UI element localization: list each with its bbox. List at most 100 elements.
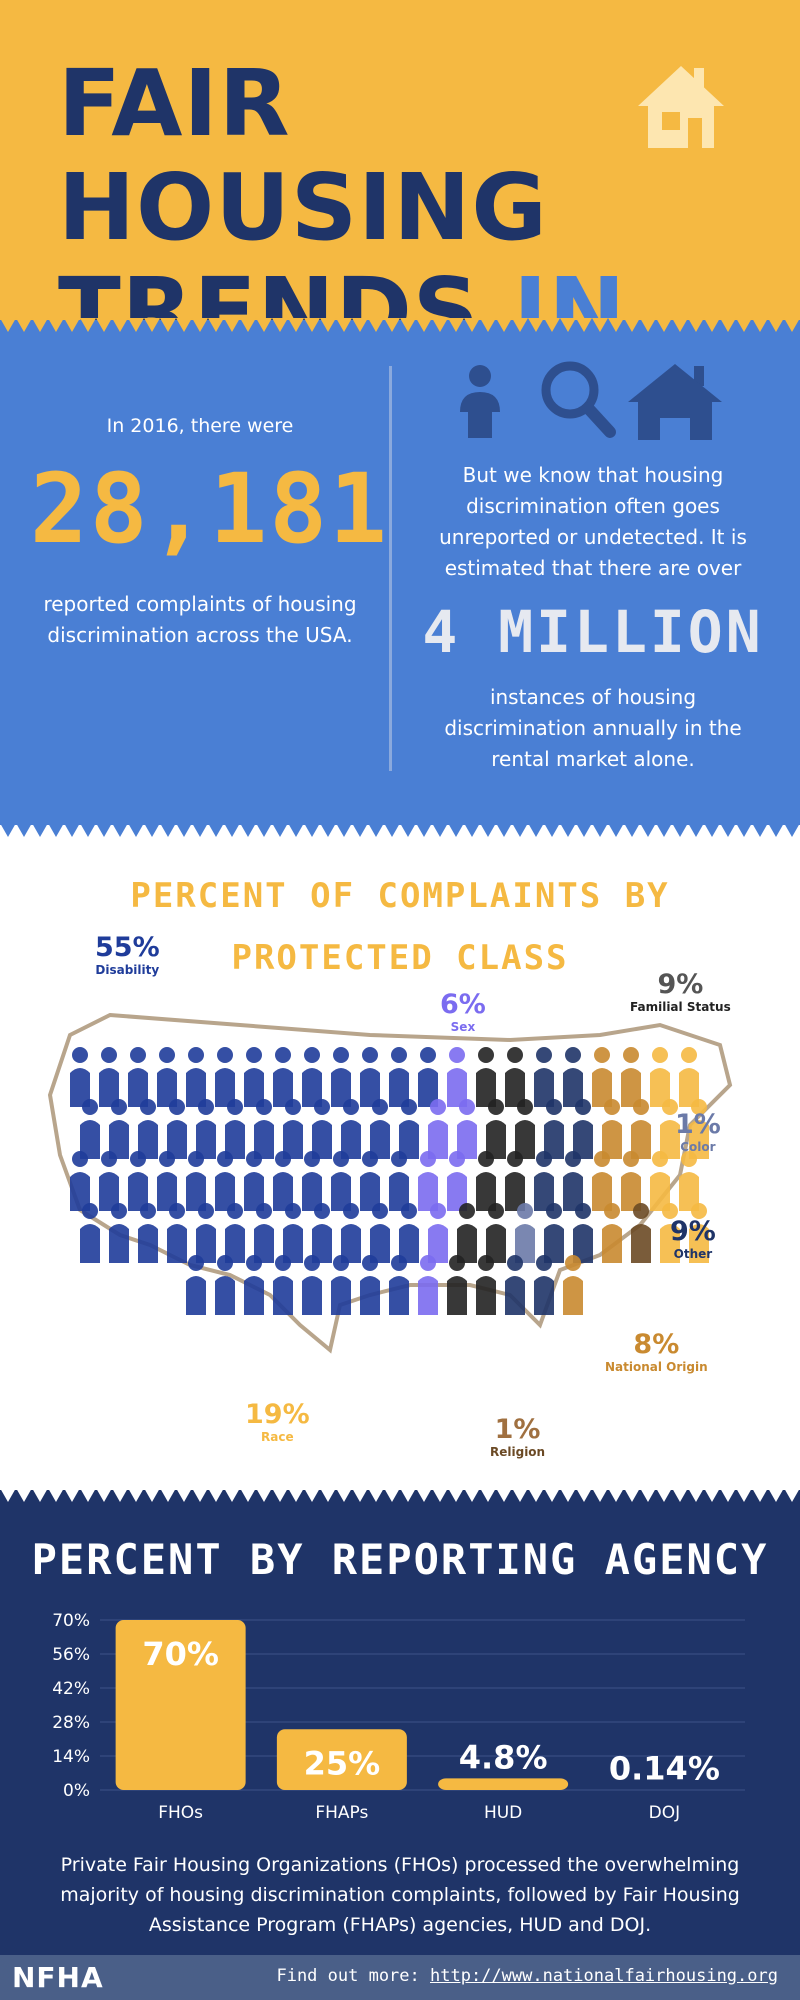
figure-race <box>650 1151 670 1211</box>
figure-other <box>505 1255 525 1315</box>
agency-description: Private Fair Housing Organizations (FHOs… <box>60 1854 740 1936</box>
footer: NFHA Find out more: http://www.nationalf… <box>0 1955 800 2000</box>
x-tick-label: FHOs <box>158 1803 203 1823</box>
figure-disability <box>225 1099 245 1159</box>
figure-disability <box>244 1255 264 1315</box>
figure-disability <box>109 1099 129 1159</box>
figure-race <box>689 1099 709 1159</box>
value-race: 19% <box>245 1399 310 1430</box>
figure-disability <box>312 1099 332 1159</box>
figure-disability <box>302 1255 322 1315</box>
value-religion: 1% <box>494 1414 541 1445</box>
figure-disability <box>370 1099 390 1159</box>
label-sex: 6% Sex <box>440 990 486 1035</box>
figure-disability <box>331 1255 351 1315</box>
text-religion: Religion <box>490 1445 546 1459</box>
figure-disability <box>399 1203 419 1263</box>
magnifier-icon <box>541 361 616 438</box>
figure-disability <box>215 1047 235 1107</box>
figure-national-origin <box>602 1203 622 1263</box>
figure-disability <box>244 1047 264 1107</box>
figure-race <box>689 1203 709 1263</box>
figure-disability <box>157 1047 177 1107</box>
home-icon <box>628 364 722 440</box>
website-link[interactable]: http://www.nationalfairhousing.org <box>430 1966 778 1986</box>
figure-disability <box>80 1203 100 1263</box>
figure-national-origin <box>592 1047 612 1107</box>
zigzag-bottom <box>0 1488 800 1502</box>
figure-disability <box>186 1047 206 1107</box>
figure-other <box>544 1203 564 1263</box>
figure-familial-status <box>476 1047 496 1107</box>
figure-disability <box>283 1203 303 1263</box>
figure-other <box>563 1151 583 1211</box>
figure-national-origin <box>602 1099 622 1159</box>
house-icon <box>638 66 724 148</box>
x-tick-label: DOJ <box>649 1803 681 1823</box>
value-disability: 55% <box>95 932 160 963</box>
figure-disability <box>302 1047 322 1107</box>
figure-disability <box>341 1203 361 1263</box>
right-caption: instances of housing discrimination annu… <box>444 685 742 771</box>
figure-disability <box>80 1099 100 1159</box>
value-national-origin: 8% <box>633 1329 680 1360</box>
label-disability: 55% Disability <box>95 932 160 978</box>
figure-disability <box>273 1255 293 1315</box>
text-disability: Disability <box>95 963 160 977</box>
figure-disability <box>215 1151 235 1211</box>
figure-disability <box>157 1151 177 1211</box>
label-other: 9% Other <box>670 1217 716 1262</box>
figure-national-origin <box>592 1151 612 1211</box>
text-race: Race <box>261 1430 294 1444</box>
title-line-1: FAIR HOUSING <box>58 50 548 261</box>
figure-national-origin <box>631 1099 651 1159</box>
figure-disability <box>389 1151 409 1211</box>
figure-race <box>660 1203 680 1263</box>
left-caption: reported complaints of housing discrimin… <box>43 592 357 647</box>
figure-disability <box>225 1203 245 1263</box>
figure-sex <box>447 1047 467 1107</box>
x-tick-label: FHAPs <box>315 1803 368 1823</box>
right-text: But we know that housing discrimination … <box>439 463 747 580</box>
figure-disability <box>331 1151 351 1211</box>
figure-disability <box>99 1151 119 1211</box>
figure-familial-status <box>457 1203 477 1263</box>
figure-sex <box>428 1099 448 1159</box>
bar-fhaps <box>276 1729 407 1790</box>
figure-race <box>660 1099 680 1159</box>
figure-religion <box>631 1203 651 1263</box>
label-national-origin: 8% National Origin <box>605 1329 708 1375</box>
bar-value-label: 4.8% <box>459 1738 548 1776</box>
y-tick-label: 0% <box>63 1781 90 1801</box>
figure-disability <box>360 1047 380 1107</box>
figure-familial-status <box>476 1151 496 1211</box>
text-sex: Sex <box>450 1020 476 1034</box>
find-out-more: Find out more: http://www.nationalfairho… <box>276 1966 778 1986</box>
figure-disability <box>215 1255 235 1315</box>
bar-value-label: 70% <box>142 1635 219 1673</box>
figure-familial-status <box>486 1203 506 1263</box>
figure-disability <box>128 1047 148 1107</box>
figure-disability <box>196 1099 216 1159</box>
agency-section: PERCENT BY REPORTING AGENCY 0% 14% 28% 42% 5… <box>0 1488 800 2000</box>
figure-sex <box>447 1151 467 1211</box>
figure-disability <box>196 1203 216 1263</box>
protected-class-section: PERCENT OF COMPLAINTS BY PROTECTED CLASS… <box>0 823 800 1490</box>
figure-disability <box>370 1203 390 1263</box>
figure-race <box>679 1047 699 1107</box>
figure-sex <box>457 1099 477 1159</box>
figure-disability <box>254 1099 274 1159</box>
icon-row <box>460 361 722 440</box>
million-number: 4 MILLION <box>422 598 764 666</box>
text-other: Other <box>673 1247 713 1261</box>
figure-disability <box>283 1099 303 1159</box>
label-religion: 1% Religion <box>490 1414 546 1460</box>
figure-disability <box>312 1203 332 1263</box>
y-tick-label: 70% <box>52 1611 90 1631</box>
label-familial-status: 9% Familial Status <box>630 970 731 1015</box>
figure-familial-status <box>486 1099 506 1159</box>
text-national-origin: National Origin <box>605 1360 708 1374</box>
value-color: 1% <box>675 1109 721 1140</box>
figure-disability <box>128 1151 148 1211</box>
